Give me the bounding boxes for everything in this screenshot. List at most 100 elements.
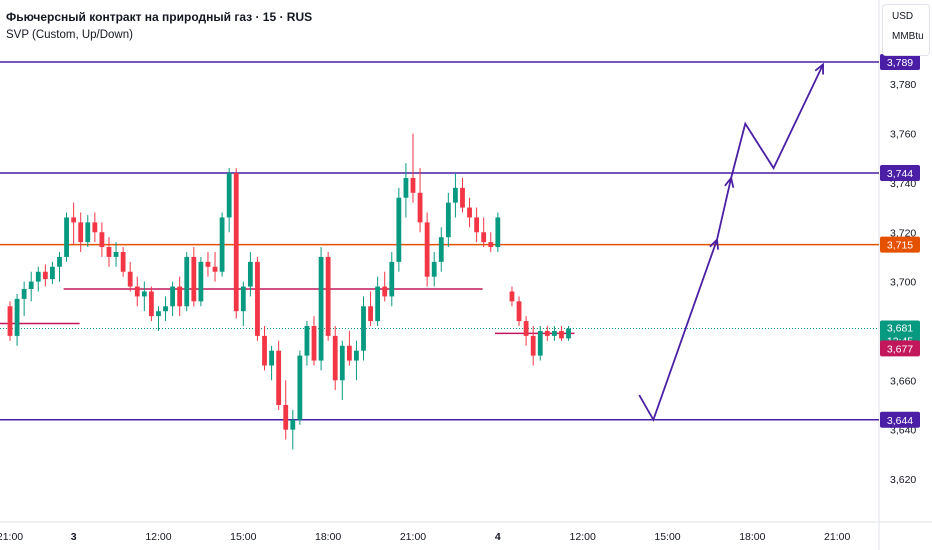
candle-body <box>438 237 444 262</box>
candle-body <box>14 298 20 336</box>
price-level-badge <box>880 411 920 428</box>
candle-body <box>516 301 522 322</box>
candle-body <box>191 256 197 302</box>
candle-body <box>7 306 13 336</box>
y-tick-label: 3,780 <box>890 79 916 91</box>
candle-body <box>424 222 430 277</box>
candle-body <box>460 187 465 208</box>
candle-body <box>495 217 501 248</box>
candle-body <box>120 251 126 272</box>
x-tick-label: 3 <box>71 531 77 543</box>
candle-body <box>205 261 211 267</box>
unit-label: MMBtu <box>892 31 924 42</box>
candle-body <box>382 286 388 297</box>
candle-body <box>445 202 451 238</box>
candle-body <box>368 306 373 322</box>
forecast-arrowhead <box>724 175 735 188</box>
forecast-path <box>638 64 824 422</box>
candle-body <box>184 256 190 307</box>
candle-body <box>149 291 154 317</box>
x-tick-label: 21:00 <box>0 531 23 543</box>
candle-body <box>481 232 487 243</box>
forecast-arrowhead <box>709 237 719 250</box>
candle-body <box>247 261 253 287</box>
candle-body <box>530 335 536 356</box>
candles-group <box>7 133 571 450</box>
candle-body <box>50 266 55 280</box>
x-tick-label: 15:00 <box>230 531 256 543</box>
candle-body <box>318 256 324 361</box>
poc-price-label: 3,677 <box>887 343 913 355</box>
candle-body <box>551 330 557 336</box>
price-level-badge-label: 3,715 <box>887 240 913 252</box>
candle-body <box>474 217 480 233</box>
candle-body <box>255 261 260 336</box>
candle-body <box>156 311 161 317</box>
candle-body <box>453 187 458 203</box>
price-level-badge-label: 3,644 <box>887 415 913 427</box>
candle-body <box>403 177 409 198</box>
x-tick-label: 15:00 <box>654 531 680 543</box>
candle-body <box>354 350 359 361</box>
candle-body <box>544 330 550 336</box>
candle-body <box>219 217 225 272</box>
x-tick-label: 12:00 <box>570 531 596 543</box>
candle-body <box>283 404 289 430</box>
x-tick-label: 18:00 <box>739 531 765 543</box>
y-tick-label: 3,700 <box>890 277 916 289</box>
candle-body <box>262 335 267 366</box>
candle-body <box>375 286 381 322</box>
candle-body <box>163 306 168 312</box>
candle-body <box>346 345 352 361</box>
price-level-badge <box>880 165 920 182</box>
indicator-label[interactable]: SVP (Custom, Up/Down) <box>6 29 133 41</box>
candle-body <box>297 355 303 420</box>
candle-body <box>177 286 183 307</box>
price-level-badge-label: 3,744 <box>887 168 913 180</box>
candle-body <box>240 286 246 312</box>
candle-body <box>134 286 140 297</box>
candle-body <box>28 281 34 290</box>
candle-body <box>35 271 41 282</box>
candle-body <box>269 350 274 366</box>
candle-body <box>71 217 77 223</box>
candle-body <box>113 251 119 257</box>
candle-body <box>488 242 494 248</box>
candle-body <box>431 261 437 277</box>
x-tick-label: 4 <box>495 531 501 543</box>
candle-body <box>42 271 48 280</box>
currency-unit-selector[interactable]: USD MMBtu <box>882 4 930 56</box>
candle-body <box>106 247 112 257</box>
candle-body <box>361 306 366 351</box>
candle-body <box>559 330 564 339</box>
candle-body <box>99 232 105 248</box>
candle-body <box>304 326 310 356</box>
x-tick-label: 21:00 <box>400 531 426 543</box>
y-tick-label: 3,660 <box>890 375 916 387</box>
y-tick-label: 3,620 <box>890 474 916 486</box>
candle-body <box>57 256 62 267</box>
price-level-badge-label: 3,789 <box>887 57 913 69</box>
candle-body <box>290 419 296 430</box>
candle-body <box>85 222 91 243</box>
candle-body <box>170 286 176 307</box>
candle-body <box>566 328 571 339</box>
candle-body <box>198 261 204 302</box>
candle-body <box>332 335 338 381</box>
candle-body <box>226 173 232 218</box>
candle-body <box>233 173 239 312</box>
price-level-badge <box>880 236 920 253</box>
price-level-badge <box>880 54 920 70</box>
current-price-label: 3,681 <box>887 322 913 334</box>
candle-body <box>537 330 543 356</box>
candle-body <box>276 350 282 405</box>
candle-body <box>389 261 395 297</box>
x-tick-label: 18:00 <box>315 531 341 543</box>
candle-body <box>141 291 147 297</box>
candle-body <box>78 222 84 243</box>
candle-body <box>92 222 98 233</box>
candle-body <box>523 321 529 336</box>
candle-body <box>410 177 416 193</box>
candle-body <box>417 192 423 223</box>
